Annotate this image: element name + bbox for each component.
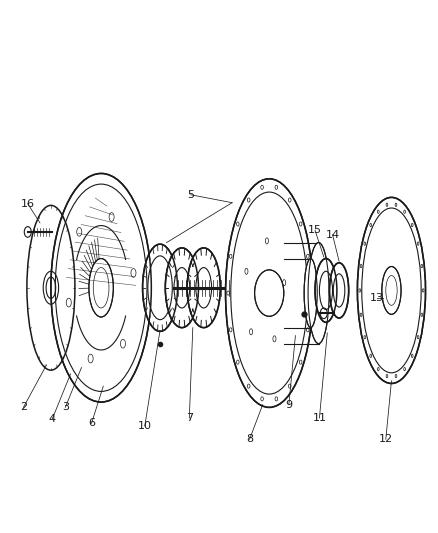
Text: 6: 6 (88, 418, 95, 429)
Text: 14: 14 (325, 230, 339, 240)
Ellipse shape (304, 259, 317, 328)
Text: 3: 3 (62, 402, 69, 413)
Text: 7: 7 (186, 413, 193, 423)
Text: 16: 16 (21, 199, 35, 209)
Text: 4: 4 (49, 414, 56, 424)
Ellipse shape (187, 248, 220, 328)
Ellipse shape (143, 244, 177, 332)
Text: 10: 10 (138, 421, 152, 431)
Text: 11: 11 (312, 413, 326, 423)
Ellipse shape (51, 173, 151, 402)
Ellipse shape (329, 263, 349, 318)
Ellipse shape (382, 266, 401, 314)
Text: 5: 5 (187, 190, 194, 200)
Ellipse shape (226, 179, 313, 407)
Text: 13: 13 (370, 293, 384, 303)
Text: 2: 2 (20, 402, 27, 413)
Text: 12: 12 (379, 434, 393, 445)
Text: 9: 9 (285, 400, 293, 410)
Ellipse shape (165, 248, 198, 328)
Ellipse shape (315, 259, 337, 322)
Ellipse shape (254, 270, 284, 316)
Text: 15: 15 (308, 225, 322, 236)
Ellipse shape (357, 197, 426, 383)
Ellipse shape (308, 243, 329, 344)
Text: 8: 8 (246, 434, 253, 445)
Ellipse shape (89, 259, 113, 317)
